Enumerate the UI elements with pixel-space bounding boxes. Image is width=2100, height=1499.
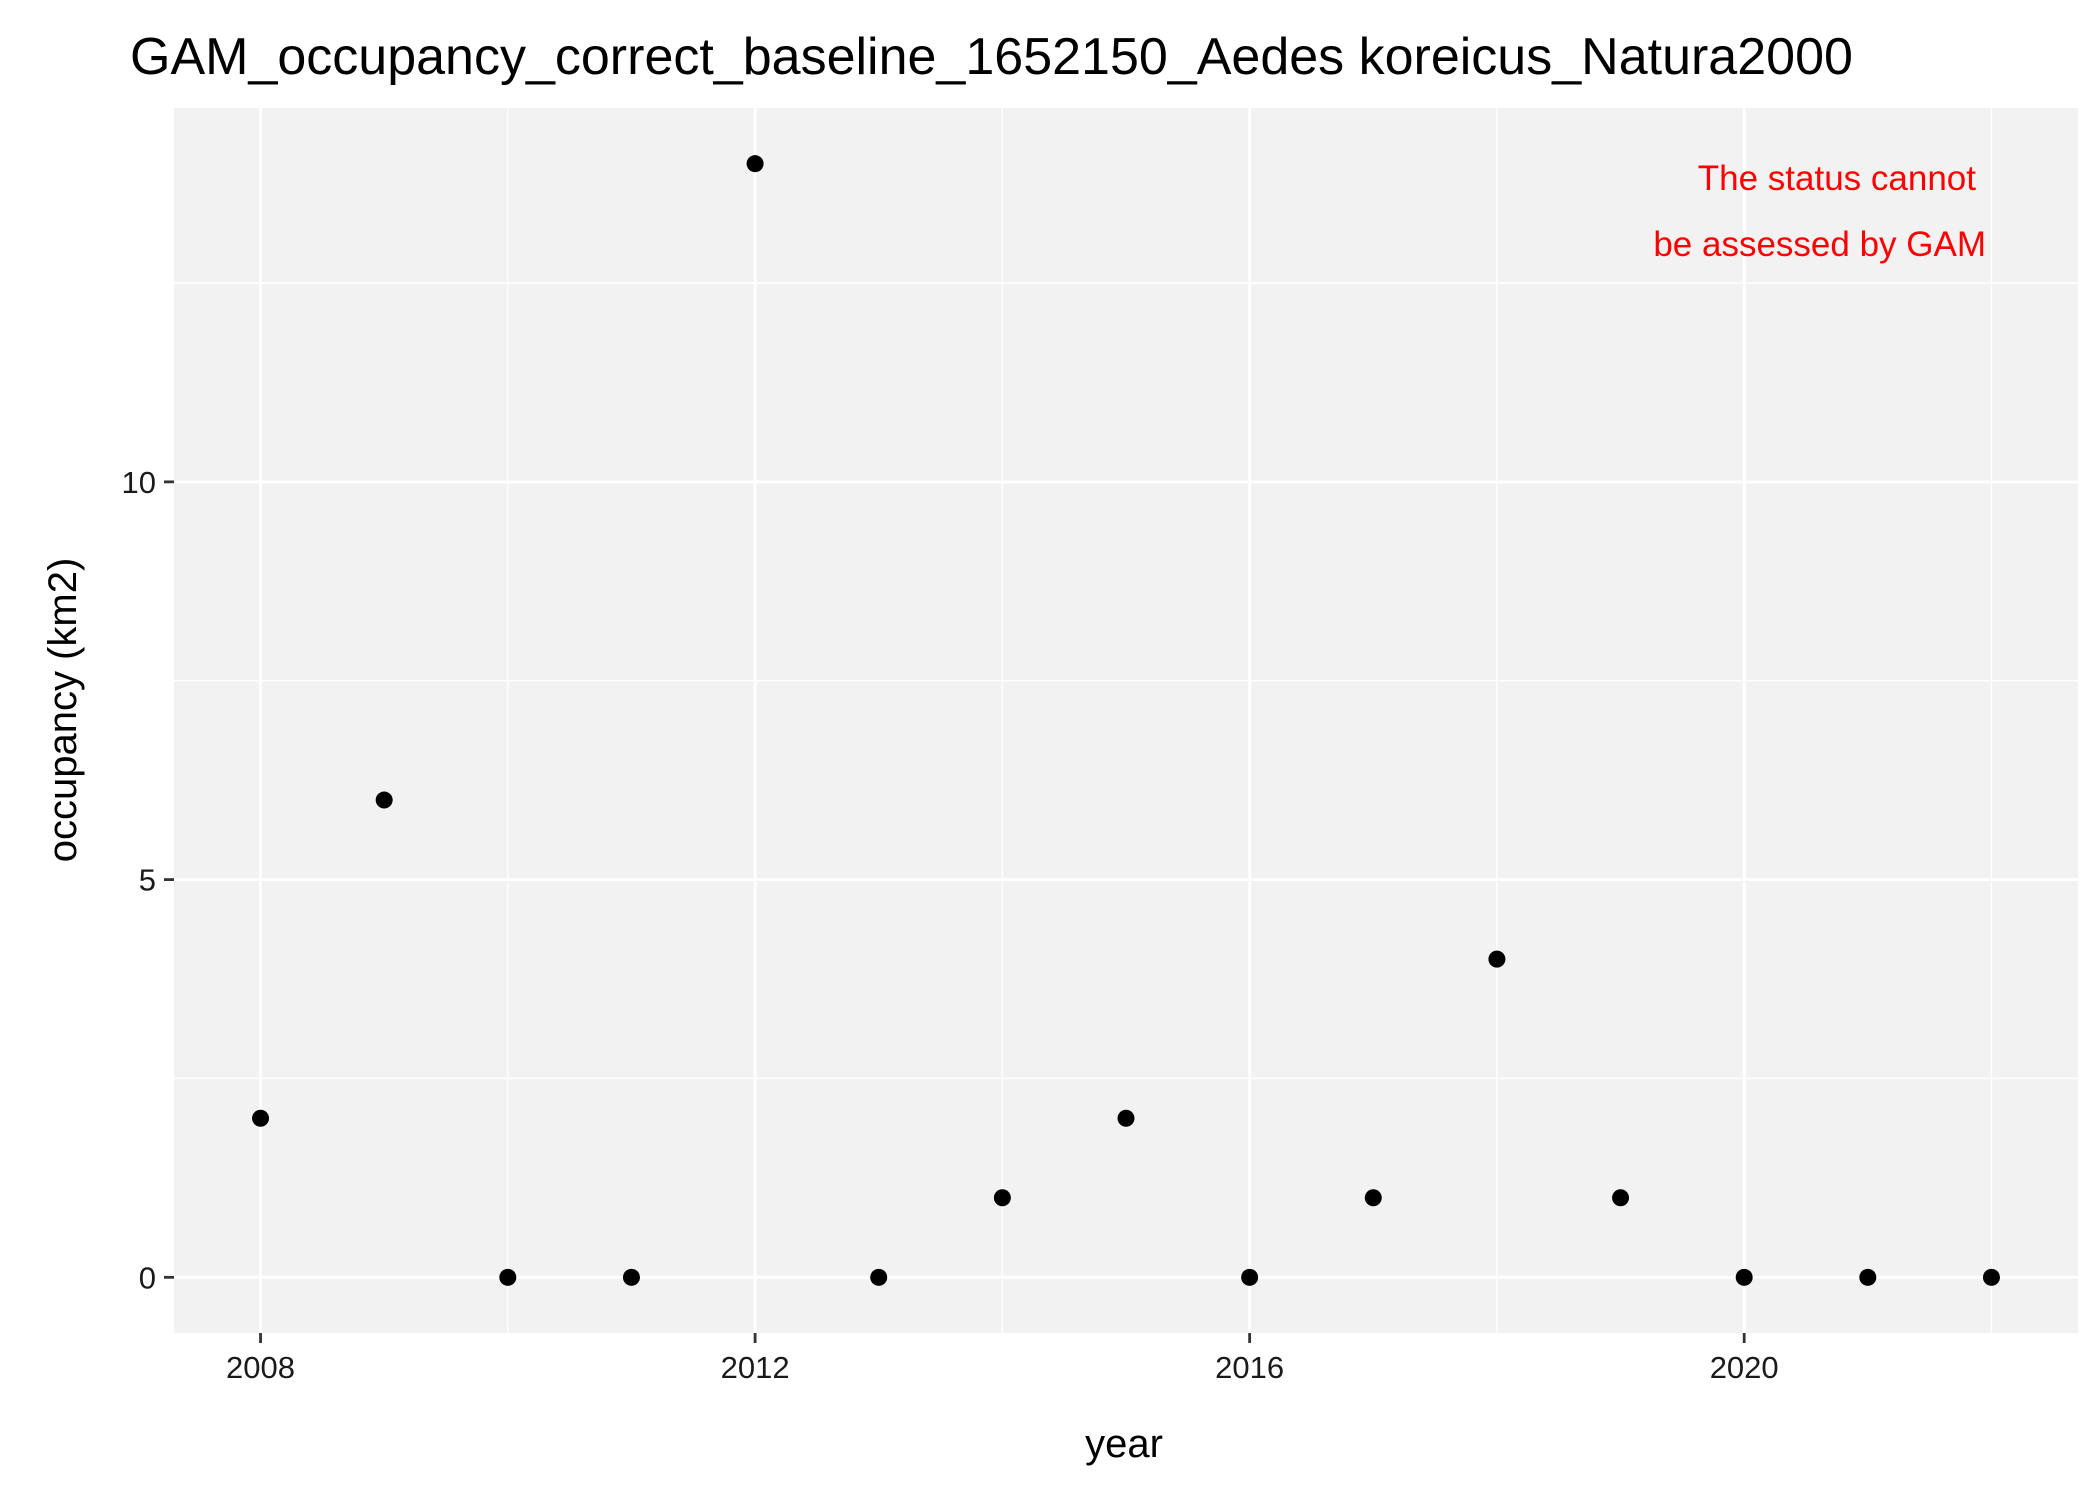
data-point — [746, 155, 764, 173]
data-point — [1364, 1189, 1382, 1207]
grid-major — [174, 108, 2078, 1333]
data-point — [375, 791, 393, 809]
y-axis-title: occupancy (km2) — [41, 558, 85, 863]
x-axis: 2008 2012 2016 2020 — [226, 1333, 1779, 1385]
chart-title: GAM_occupancy_correct_baseline_1652150_A… — [130, 28, 1853, 86]
y-tick-label: 10 — [122, 465, 156, 500]
data-point — [993, 1189, 1011, 1207]
data-point — [1117, 1109, 1135, 1127]
data-point — [1859, 1268, 1877, 1286]
status-note-line-1: The status cannot — [1698, 159, 1976, 198]
y-tick-label: 0 — [139, 1260, 156, 1295]
y-tick-label: 5 — [139, 863, 156, 898]
x-tick-label: 2020 — [1710, 1350, 1779, 1385]
data-point — [622, 1268, 640, 1286]
data-point — [252, 1109, 270, 1127]
data-point — [1735, 1268, 1753, 1286]
x-tick-label: 2008 — [226, 1350, 295, 1385]
data-point — [870, 1268, 888, 1286]
x-tick-label: 2012 — [721, 1350, 790, 1385]
status-note-line-2: be assessed by GAM — [1653, 225, 1986, 264]
plot-panel — [174, 108, 2078, 1333]
grid-minor — [174, 108, 2078, 1333]
data-point — [1982, 1268, 2000, 1286]
x-axis-title: year — [1085, 1422, 1163, 1466]
data-point — [499, 1268, 517, 1286]
x-tick-label: 2016 — [1215, 1350, 1284, 1385]
data-points — [252, 155, 2000, 1286]
data-point — [1612, 1189, 1630, 1207]
data-point — [1241, 1268, 1259, 1286]
data-point — [1488, 950, 1506, 968]
y-axis: 0 5 10 — [122, 465, 174, 1295]
